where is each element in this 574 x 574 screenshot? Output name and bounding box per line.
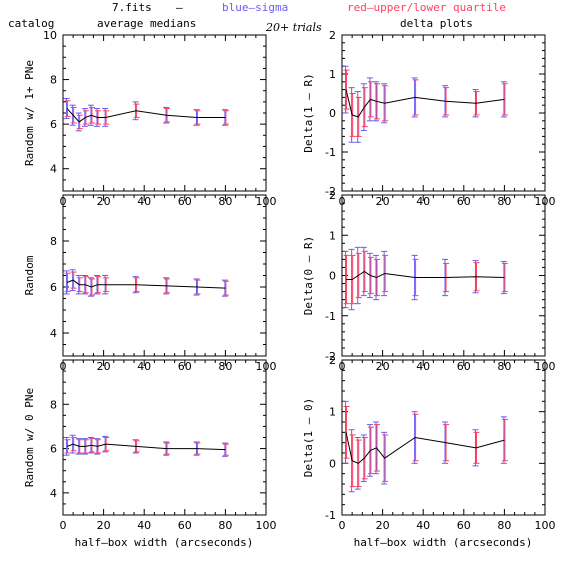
y-tick-label: 4 bbox=[50, 487, 57, 500]
x-tick-label: 60 bbox=[178, 195, 192, 208]
x-tick-label: 40 bbox=[416, 519, 430, 532]
y-axis-label: Random w/ 1+ PNe bbox=[23, 60, 36, 166]
x-tick-label: 20 bbox=[376, 360, 390, 373]
x-tick-label: 80 bbox=[218, 360, 232, 373]
x-axis-label-left: half–box width (arcseconds) bbox=[75, 536, 254, 549]
catalog-label: catalog bbox=[8, 17, 54, 30]
x-tick-label: 20 bbox=[376, 519, 390, 532]
plot-frame bbox=[62, 34, 267, 192]
y-tick-label: -1 bbox=[325, 146, 336, 159]
median-line bbox=[66, 443, 226, 451]
y-tick-label: 8 bbox=[50, 235, 57, 248]
trials-label: 20+ trials bbox=[265, 21, 322, 34]
y-tick-label: 10 bbox=[43, 29, 57, 42]
x-tick-label: 20 bbox=[97, 195, 111, 208]
plot-frame bbox=[341, 194, 546, 357]
x-tick-label: 60 bbox=[457, 360, 471, 373]
y-tick-label: 6 bbox=[50, 443, 57, 456]
y-tick-label: 4 bbox=[50, 163, 57, 176]
x-tick-label: 60 bbox=[178, 360, 192, 373]
x-tick-label: 80 bbox=[497, 519, 511, 532]
y-tick-label: 0 bbox=[329, 270, 336, 283]
plot-frame bbox=[341, 359, 546, 516]
panel-left-bottom: 0 20 40 60 80 100 4 6 8 Random w/ 0 PNe bbox=[23, 359, 277, 532]
median-line bbox=[345, 432, 505, 464]
y-axis-label: Delta(1 – R) bbox=[302, 73, 315, 152]
y-tick-label: 4 bbox=[50, 327, 57, 340]
x-tick-label: 20 bbox=[97, 519, 111, 532]
y-axis-label: Delta(1 – 0) bbox=[302, 398, 315, 477]
y-tick-label: -2 bbox=[325, 185, 336, 198]
y-tick-label: 2 bbox=[329, 354, 336, 367]
x-tick-label: 0 bbox=[60, 519, 67, 532]
legend-red-label: red–upper/lower quartile bbox=[347, 1, 506, 14]
y-tick-label: 0 bbox=[329, 457, 336, 470]
plot-frame bbox=[62, 194, 267, 357]
x-tick-label: 100 bbox=[256, 519, 277, 532]
x-tick-label: 40 bbox=[416, 195, 430, 208]
y-tick-label: 0 bbox=[329, 107, 336, 120]
x-tick-label: 40 bbox=[137, 519, 151, 532]
x-tick-label: 20 bbox=[97, 360, 111, 373]
y-tick-label: 8 bbox=[50, 74, 57, 87]
y-axis-label: Delta(0 – R) bbox=[302, 236, 315, 315]
median-line bbox=[66, 279, 226, 289]
y-tick-label: 8 bbox=[50, 398, 57, 411]
x-tick-label: 80 bbox=[497, 195, 511, 208]
y-tick-label: 1 bbox=[329, 406, 336, 419]
y-tick-label: 1 bbox=[329, 229, 336, 242]
x-tick-label: 60 bbox=[457, 195, 471, 208]
x-tick-label: 100 bbox=[535, 519, 556, 532]
x-tick-label: 40 bbox=[416, 360, 430, 373]
x-tick-label: 60 bbox=[178, 519, 192, 532]
x-tick-label: 60 bbox=[457, 519, 471, 532]
y-tick-label: 6 bbox=[50, 281, 57, 294]
y-tick-label: -2 bbox=[325, 350, 336, 363]
y-axis-label: Random bbox=[23, 255, 36, 295]
x-axis-label-right: half–box width (arcseconds) bbox=[354, 536, 533, 549]
y-axis-label: Random w/ 0 PNe bbox=[23, 388, 36, 487]
medians-label: average medians bbox=[97, 17, 196, 30]
delta-label: delta plots bbox=[400, 17, 473, 30]
x-tick-label: 40 bbox=[137, 195, 151, 208]
median-line bbox=[66, 108, 226, 123]
y-tick-label: 2 bbox=[329, 189, 336, 202]
header-dash: – bbox=[176, 1, 183, 14]
legend-blue-label: blue–sigma bbox=[222, 1, 288, 14]
x-tick-label: 40 bbox=[137, 360, 151, 373]
x-tick-label: 20 bbox=[376, 195, 390, 208]
y-tick-label: 6 bbox=[50, 118, 57, 131]
y-tick-label: -1 bbox=[325, 509, 336, 522]
x-tick-label: 80 bbox=[218, 519, 232, 532]
y-tick-label: 1 bbox=[329, 68, 336, 81]
x-tick-label: 0 bbox=[339, 519, 346, 532]
plot-frame bbox=[341, 34, 546, 192]
file-label: 7.fits bbox=[112, 1, 152, 14]
x-tick-label: 80 bbox=[497, 360, 511, 373]
x-tick-label: 80 bbox=[218, 195, 232, 208]
y-tick-label: -1 bbox=[325, 310, 336, 323]
median-line bbox=[346, 270, 505, 281]
median-line bbox=[345, 89, 505, 118]
y-tick-label: 2 bbox=[329, 29, 336, 42]
